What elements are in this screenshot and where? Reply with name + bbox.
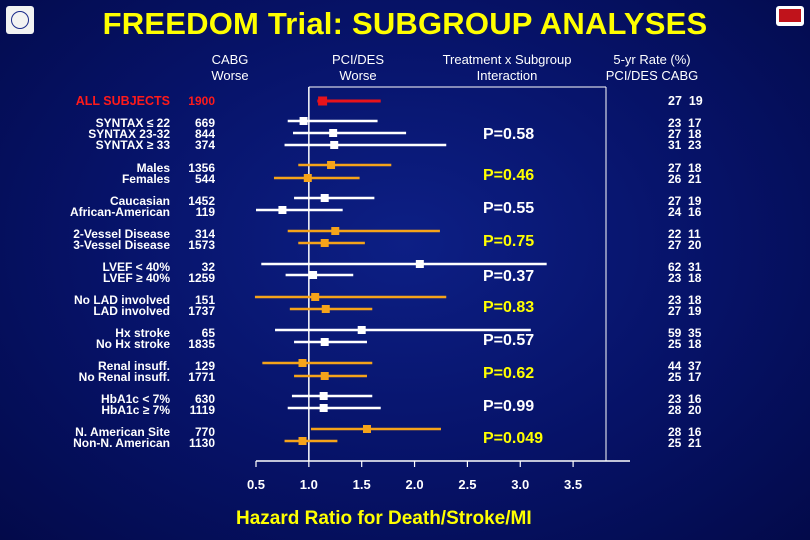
n-race: 1452 119 [188,194,215,219]
hazard-ratio-marker [298,437,307,445]
slide-title: FREEDOM Trial: SUBGROUP ANALYSES [102,6,708,41]
x-tick-label: 3.5 [564,477,582,492]
n-syntax: 669 844 374 [194,116,215,152]
p-value-renal: P=0.62 [483,365,535,382]
p-value-syntax: P=0.58 [483,126,535,143]
column-header-cabg-worse: CABG Worse [211,52,249,83]
hazard-ratio-marker [299,117,308,125]
rates-stroke: 59 35 25 18 [668,326,702,351]
n-vessel: 314 1573 [188,227,215,252]
p-value-hba1c: P=0.99 [483,398,535,415]
n-renal: 129 1771 [188,359,215,384]
rates-region: 28 16 25 21 [668,425,702,450]
column-header-pci-worse: PCI/DES Worse [331,52,384,83]
row-label-race: Caucasian African-American [69,194,170,219]
row-label-sex: Males Females [121,161,170,186]
hazard-ratio-marker [309,271,318,279]
hazard-ratio-marker [318,96,328,106]
n-stroke: 65 1835 [188,326,215,351]
x-tick-label: 3.0 [511,477,529,492]
x-tick-label: 1.5 [353,477,371,492]
hazard-ratio-marker [311,293,320,301]
n-all-subjects: 1900 [188,94,215,108]
row-label-lad: No LAD involved LAD involved [73,293,170,318]
hazard-ratio-marker [362,425,371,433]
hazard-ratio-marker [331,227,340,235]
hazard-ratio-marker [415,260,424,268]
rates-lvef: 62 31 23 18 [668,260,702,285]
p-value-region: P=0.049 [483,430,544,447]
hazard-ratio-marker [329,129,338,137]
rates-vessel: 22 11 27 20 [668,227,702,252]
hazard-ratio-marker [320,239,329,247]
hazard-ratio-marker [327,161,336,169]
row-label-stroke: Hx stroke No Hx stroke [95,326,170,351]
column-header-5yr-rate: 5-yr Rate (%) PCI/DES CABG [605,52,699,83]
n-hba1c: 630 1119 [189,392,215,417]
institution-logo [6,6,34,34]
x-tick-label: 0.5 [247,477,265,492]
p-value-stroke: P=0.57 [483,332,535,349]
n-lvef: 32 1259 [188,260,215,285]
hazard-ratio-marker [320,194,329,202]
n-lad: 151 1737 [188,293,215,318]
hazard-ratio-marker [330,141,339,149]
x-tick-label: 1.0 [300,477,318,492]
row-label-renal: Renal insuff. No Renal insuff. [78,359,170,384]
p-value-race: P=0.55 [483,200,535,217]
row-label-all-subjects: ALL SUBJECTS [75,94,170,108]
rates-renal: 44 37 25 17 [668,359,702,384]
hazard-ratio-marker [320,372,329,380]
x-tick-label: 2.5 [458,477,476,492]
hazard-ratio-marker [320,338,329,346]
hazard-ratio-marker [298,359,307,367]
row-label-lvef: LVEF < 40% LVEF ≥ 40% [102,260,170,285]
hazard-ratio-marker [319,392,328,400]
rates-lad: 23 18 27 19 [668,293,702,318]
row-label-vessel: 2-Vessel Disease 3-Vessel Disease [73,227,170,252]
row-label-hba1c: HbA1c < 7% HbA1c ≥ 7% [100,392,170,417]
p-value-lad: P=0.83 [483,299,535,316]
x-tick-label: 2.0 [406,477,424,492]
hazard-ratio-marker [303,174,312,182]
rates-sex: 27 18 26 21 [668,161,702,186]
hazard-ratio-marker [278,206,287,214]
hazard-ratio-marker [357,326,366,334]
x-axis-title: Hazard Ratio for Death/Stroke/MI [236,508,532,529]
column-header-interaction: Treatment x Subgroup Interaction [442,52,572,83]
row-label-syntax: SYNTAX ≤ 22 SYNTAX 23-32 SYNTAX ≥ 33 [88,116,170,152]
hazard-ratio-marker [319,404,328,412]
rates-hba1c: 23 16 28 20 [668,392,702,417]
p-value-lvef: P=0.37 [483,268,535,285]
n-sex: 1356 544 [188,161,215,186]
row-label-region: N. American Site Non-N. American [73,425,170,450]
heart-association-logo [776,6,804,26]
hazard-ratio-marker [321,305,330,313]
n-region: 770 1130 [188,425,215,450]
rates-all-subjects: 27 19 [668,94,703,108]
p-value-vessel: P=0.75 [483,233,535,250]
rates-syntax: 23 17 27 18 31 23 [668,116,702,152]
p-value-sex: P=0.46 [483,167,535,184]
rates-race: 27 19 24 16 [668,194,702,219]
